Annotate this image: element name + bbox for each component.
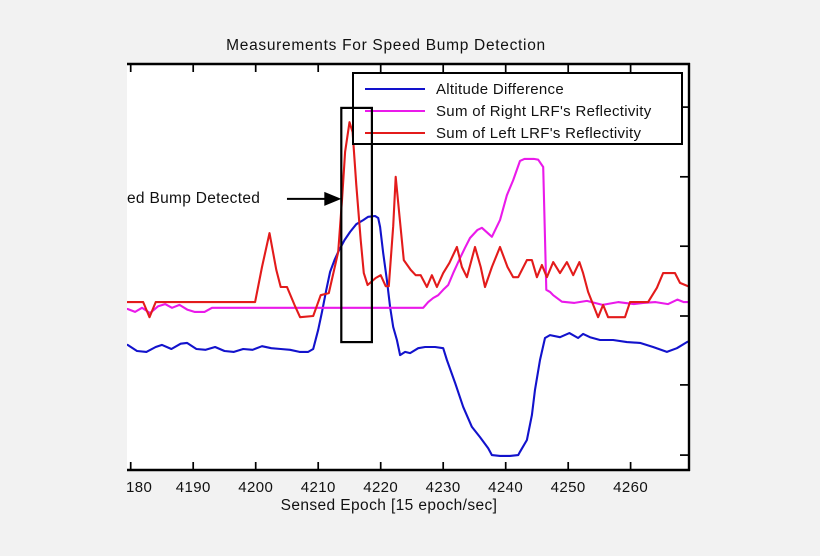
legend-item: Altitude Difference: [354, 78, 681, 100]
legend-item: Sum of Right LRF's Reflectivity: [354, 100, 681, 122]
x-tick-label-4230: 4230: [425, 479, 461, 496]
x-tick-label-4250: 4250: [550, 479, 586, 496]
x-axis-label: Sensed Epoch [15 epoch/sec]: [280, 497, 498, 514]
x-tick-label-4200: 4200: [238, 479, 274, 496]
legend-line-sample: [365, 110, 425, 112]
x-tick-label-4210: 4210: [300, 479, 336, 496]
annotation-arrow-head: [324, 191, 342, 206]
legend-line-sample: [365, 88, 425, 90]
chart-title: Measurements For Speed Bump Detection: [226, 37, 546, 54]
legend-box: Altitude Difference Sum of Right LRF's Re…: [352, 72, 683, 145]
legend-item: Sum of Left LRF's Reflectivity: [354, 122, 681, 144]
series-line-2: [127, 121, 690, 319]
legend-label: Altitude Difference: [436, 80, 564, 98]
legend-label: Sum of Right LRF's Reflectivity: [436, 102, 652, 120]
x-tick-label-4260: 4260: [613, 479, 649, 496]
tick-marks: [129, 65, 688, 469]
series-line-1: [127, 157, 690, 315]
x-tick-label-4190: 4190: [175, 479, 211, 496]
legend-label: Sum of Left LRF's Reflectivity: [436, 124, 642, 142]
x-tick-label-180: 180: [126, 479, 153, 496]
x-tick-label-4240: 4240: [488, 479, 524, 496]
speed-bump-annotation-text: ed Bump Detected: [127, 190, 261, 207]
legend-line-sample: [365, 132, 425, 134]
series-line-0: [127, 214, 690, 457]
x-tick-label-4220: 4220: [363, 479, 399, 496]
